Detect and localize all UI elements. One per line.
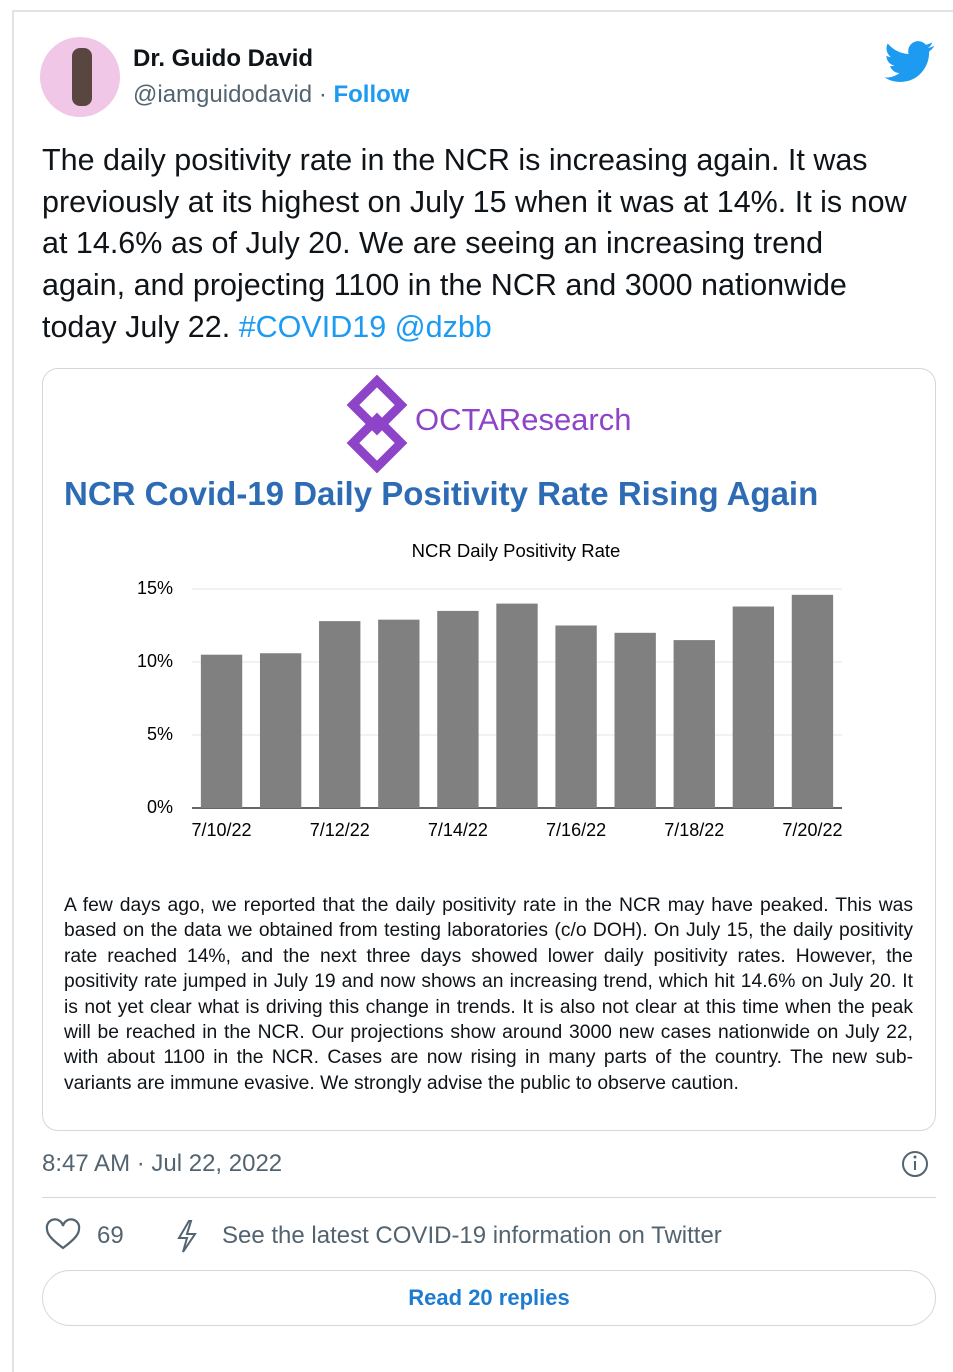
bar	[615, 633, 656, 808]
x-tick-label: 7/10/22	[192, 820, 252, 840]
y-tick-label: 10%	[137, 651, 173, 671]
chart: NCR Daily Positivity Rate 0% 5% 10% 15% 7/10…	[0, 0, 953, 870]
like-count[interactable]: 69	[97, 1222, 124, 1250]
x-tick-label: 7/20/22	[782, 820, 842, 840]
read-replies-button[interactable]: Read 20 replies	[42, 1270, 936, 1326]
info-icon-dot	[914, 1156, 917, 1159]
x-tick-label: 7/18/22	[664, 820, 724, 840]
bolt-icon	[179, 1221, 195, 1252]
page: Dr. Guido David @iamguidodavid · Follow …	[0, 0, 953, 1349]
bar	[496, 604, 537, 808]
x-tick-label: 7/14/22	[428, 820, 488, 840]
divider	[42, 1197, 936, 1198]
bar	[555, 626, 596, 809]
x-tick-label: 7/16/22	[546, 820, 606, 840]
info-icon-bar	[914, 1161, 916, 1170]
bar	[319, 621, 360, 808]
bar	[733, 607, 774, 808]
bar	[674, 640, 715, 808]
chart-title: NCR Daily Positivity Rate	[412, 540, 621, 561]
y-tick-label: 0%	[147, 797, 173, 817]
x-tick-label: 7/12/22	[310, 820, 370, 840]
bar	[792, 595, 833, 808]
bar	[437, 611, 478, 808]
bar	[260, 653, 301, 808]
y-tick-label: 15%	[137, 578, 173, 598]
bar	[201, 655, 242, 808]
timestamp[interactable]: 8:47 AM · Jul 22, 2022	[42, 1150, 282, 1178]
covid-info-link[interactable]: See the latest COVID-19 information on T…	[222, 1222, 722, 1250]
bar	[378, 620, 419, 808]
like-icon[interactable]	[47, 1219, 79, 1248]
y-tick-label: 5%	[147, 724, 173, 744]
card-body: A few days ago, we reported that the dai…	[64, 893, 913, 1096]
